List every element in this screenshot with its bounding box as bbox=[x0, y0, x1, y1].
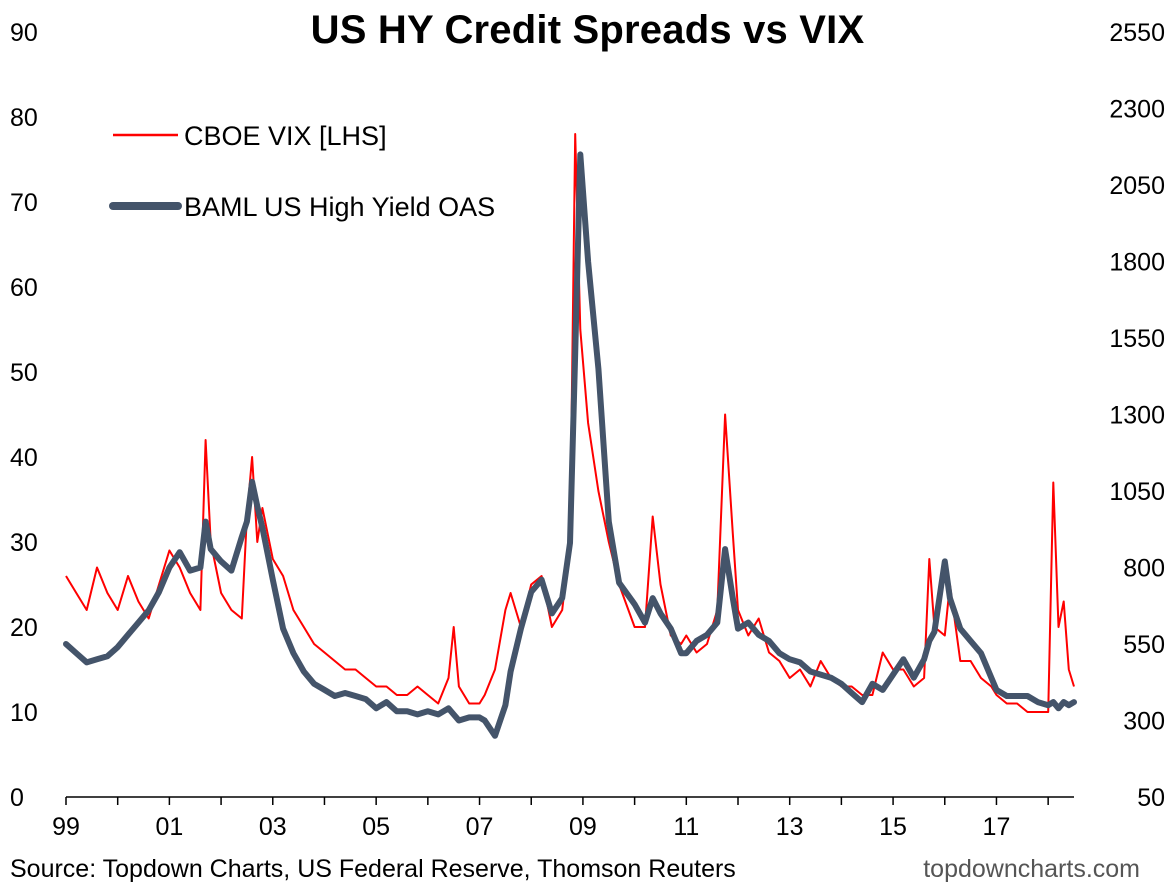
right-y-tick-label: 550 bbox=[1123, 631, 1165, 659]
x-tick-label: 13 bbox=[776, 813, 804, 841]
x-tick-label: 03 bbox=[259, 813, 287, 841]
right-y-tick-label: 2300 bbox=[1109, 96, 1165, 124]
x-tick-label: 99 bbox=[52, 813, 80, 841]
right-y-tick-label: 50 bbox=[1137, 784, 1165, 812]
x-tick-label: 17 bbox=[983, 813, 1011, 841]
left-y-tick-label: 40 bbox=[10, 444, 38, 472]
legend: CBOE VIX [LHS] BAML US High Yield OAS bbox=[109, 121, 495, 222]
left-y-tick-label: 80 bbox=[10, 104, 38, 132]
x-tick-label: 07 bbox=[466, 813, 494, 841]
chart-title: US HY Credit Spreads vs VIX bbox=[310, 8, 865, 52]
right-y-tick-label: 2050 bbox=[1109, 172, 1165, 200]
left-y-tick-label: 60 bbox=[10, 274, 38, 302]
x-tick-label: 05 bbox=[362, 813, 390, 841]
series-vix-line bbox=[65, 133, 1075, 713]
legend-vix-label: CBOE VIX [LHS] bbox=[184, 121, 387, 151]
left-y-tick-label: 70 bbox=[10, 189, 38, 217]
series-oas-group bbox=[63, 151, 1077, 739]
right-y-tick-label: 1800 bbox=[1109, 249, 1165, 277]
left-y-tick-label: 0 bbox=[10, 784, 24, 812]
right-y-axis: 50 300 550 800 1050 1300 1550 1800 2050 2300 2550 bbox=[1109, 19, 1165, 812]
source-note: Source: Topdown Charts, US Federal Reser… bbox=[10, 855, 736, 883]
x-tick-label: 11 bbox=[673, 813, 699, 841]
series-vix-group bbox=[65, 133, 1075, 713]
right-y-tick-label: 2550 bbox=[1109, 19, 1165, 47]
right-y-tick-label: 1550 bbox=[1109, 325, 1165, 353]
x-tick-label: 09 bbox=[569, 813, 597, 841]
right-y-tick-label: 300 bbox=[1123, 708, 1165, 736]
legend-oas-label: BAML US High Yield OAS bbox=[184, 192, 495, 222]
left-y-tick-label: 90 bbox=[10, 19, 38, 47]
x-axis: 99 01 03 05 07 09 11 13 15 17 bbox=[52, 796, 1074, 841]
right-y-tick-label: 1300 bbox=[1109, 402, 1165, 430]
x-tick-label: 01 bbox=[155, 813, 183, 841]
left-y-tick-label: 10 bbox=[10, 699, 38, 727]
series-oas-line bbox=[63, 151, 1077, 739]
left-y-tick-label: 50 bbox=[10, 359, 38, 387]
right-y-tick-label: 800 bbox=[1123, 555, 1165, 583]
x-tick-label: 15 bbox=[879, 813, 907, 841]
left-y-axis: 0 10 20 30 40 50 60 70 80 90 bbox=[10, 19, 38, 812]
brand-watermark: topdowncharts.com bbox=[923, 855, 1140, 883]
right-y-tick-label: 1050 bbox=[1109, 478, 1165, 506]
left-y-tick-label: 30 bbox=[10, 529, 38, 557]
left-y-tick-label: 20 bbox=[10, 614, 38, 642]
